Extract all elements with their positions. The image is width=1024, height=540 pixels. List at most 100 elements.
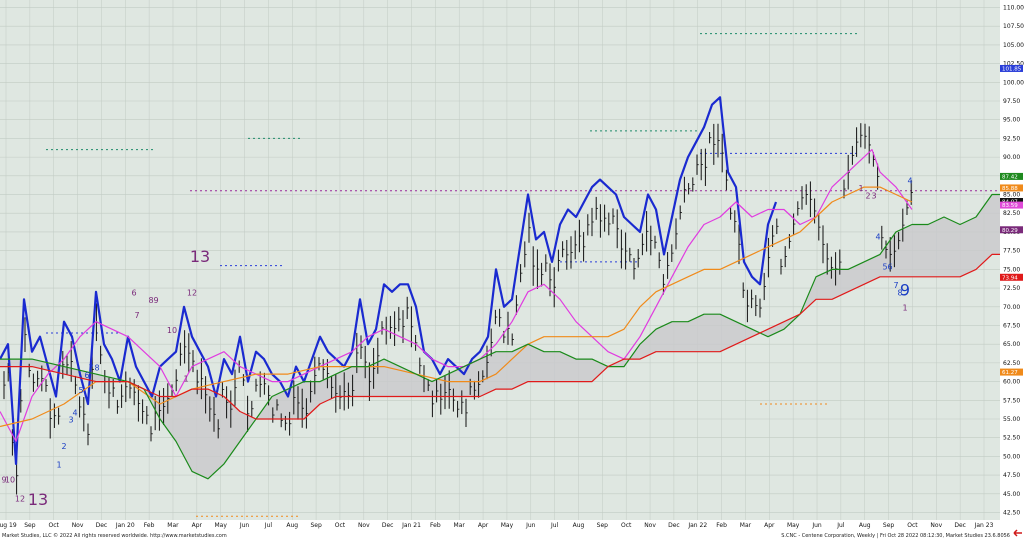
price-badge-label: 80.29 <box>1002 228 1018 234</box>
y-tick-label: 75.00 <box>1003 266 1020 273</box>
x-tick-label: Dec <box>668 522 680 529</box>
y-tick-label: 42.50 <box>1003 510 1020 517</box>
x-tick-label: Dec <box>382 522 394 529</box>
y-tick-label: 102.50 <box>1003 61 1024 68</box>
sequential-count-label: 13 <box>190 247 210 266</box>
sequential-count-label: 3 <box>68 416 73 425</box>
y-tick-label: 90.00 <box>1003 154 1020 161</box>
x-tick-label: Jul <box>264 522 273 529</box>
y-tick-label: 77.50 <box>1003 248 1020 255</box>
y-tick-label: 47.50 <box>1003 472 1020 479</box>
sequential-count-label: 4 <box>72 408 77 417</box>
sequential-count-label: 4 <box>907 176 912 185</box>
sequential-count-label: 12 <box>15 494 25 503</box>
price-badge-label: 85.88 <box>1002 186 1018 192</box>
x-tick-label: Jun <box>239 522 250 529</box>
y-tick-label: 70.00 <box>1003 304 1020 311</box>
x-tick-label: Nov <box>644 522 656 529</box>
sequential-count-label: 6 <box>131 289 136 298</box>
x-tick-label: Aug <box>573 522 585 529</box>
x-tick-label: Jun <box>525 522 536 529</box>
x-tick-label: May <box>214 522 227 529</box>
sequential-count-label: 8 <box>148 296 153 305</box>
y-tick-label: 100.00 <box>1003 79 1024 86</box>
y-tick-label: 45.00 <box>1003 491 1020 498</box>
sequential-count-label: 6 <box>887 262 892 271</box>
x-tick-label: Sep <box>597 522 609 529</box>
x-tick-label: Oct <box>621 522 632 529</box>
price-badge <box>1000 368 1023 376</box>
x-tick-label: May <box>501 522 514 529</box>
sequential-count-label: 2 <box>865 191 870 200</box>
x-tick-label: Nov <box>930 522 942 529</box>
x-tick-label: Oct <box>907 522 918 529</box>
x-tick-label: Dec <box>954 522 966 529</box>
x-tick-label: Jun <box>811 522 822 529</box>
x-tick-label: Feb <box>430 522 441 529</box>
y-tick-label: 85.00 <box>1003 192 1020 199</box>
y-tick-label: 105.00 <box>1003 42 1024 49</box>
x-tick-label: May <box>787 522 800 529</box>
price-badge <box>1000 201 1023 209</box>
x-tick-label: Jan 20 <box>115 522 135 529</box>
x-tick-label: Jul <box>836 522 845 529</box>
sequential-count-label: 5 <box>882 262 887 271</box>
x-tick-label: Oct <box>49 522 60 529</box>
y-axis-strip <box>1000 0 1024 520</box>
sequential-count-label: 1 <box>56 461 61 470</box>
x-axis-strip <box>0 520 1000 529</box>
sequential-count-label: 7 <box>88 363 93 372</box>
x-tick-label: Jan 21 <box>401 522 421 529</box>
x-tick-label: Sep <box>310 522 322 529</box>
x-tick-label: Aug 19 <box>0 522 17 529</box>
y-tick-label: 67.50 <box>1003 322 1020 329</box>
price-badge <box>1000 64 1023 72</box>
y-tick-label: 57.50 <box>1003 397 1020 404</box>
sequential-count-label: 10 <box>5 476 15 485</box>
price-badge <box>1000 226 1023 234</box>
sequential-count-label: 10 <box>167 326 177 335</box>
price-badge <box>1000 172 1023 180</box>
x-tick-label: Aug <box>859 522 871 529</box>
x-tick-label: Apr <box>478 522 489 529</box>
price-badge-label: 101.85 <box>1002 66 1022 72</box>
price-badge <box>1000 273 1023 281</box>
price-badge-label: 87.42 <box>1002 174 1018 180</box>
back-arrow-icon[interactable] <box>1013 529 1022 537</box>
sequential-count-label: 7 <box>893 281 898 290</box>
sequential-count-label: 9 <box>900 281 910 300</box>
y-tick-label: 72.50 <box>1003 285 1020 292</box>
sequential-count-label: 7 <box>134 311 139 320</box>
y-tick-label: 110.00 <box>1003 4 1024 11</box>
x-tick-label: Jul <box>550 522 559 529</box>
y-tick-label: 97.50 <box>1003 98 1020 105</box>
series-line <box>0 186 913 428</box>
copyright-footer: Market Studies, LLC © 2022 All rights re… <box>2 532 227 539</box>
sequential-count-label: 9 <box>1 476 6 485</box>
x-tick-label: Sep <box>24 522 36 529</box>
sequential-count-label: 3 <box>871 191 876 200</box>
price-badge-label: 83.59 <box>1002 203 1018 209</box>
chart-info-footer: S.CNC - Centene Corporation, Weekly | Fr… <box>781 533 1010 539</box>
x-tick-label: Nov <box>358 522 370 529</box>
y-tick-label: 50.00 <box>1003 453 1020 460</box>
series-line <box>0 193 1000 480</box>
sequential-count-label: 2 <box>61 442 66 451</box>
sequential-count-label: 1 <box>902 304 907 313</box>
series-line <box>0 253 1000 420</box>
sequential-count-label: 1 <box>183 375 188 384</box>
price-badge <box>1000 197 1023 205</box>
x-tick-label: Mar <box>167 522 179 529</box>
sequential-count-label: 8 <box>897 289 902 298</box>
x-tick-label: Jan 23 <box>974 522 994 529</box>
y-tick-label: 95.00 <box>1003 117 1020 124</box>
x-tick-label: Dec <box>96 522 108 529</box>
x-tick-label: Apr <box>764 522 775 529</box>
y-tick-label: 82.50 <box>1003 210 1020 217</box>
x-tick-label: Sep <box>883 522 895 529</box>
plot-area <box>0 0 1000 520</box>
sequential-count-label: 5 <box>78 386 83 395</box>
x-tick-label: Oct <box>335 522 346 529</box>
